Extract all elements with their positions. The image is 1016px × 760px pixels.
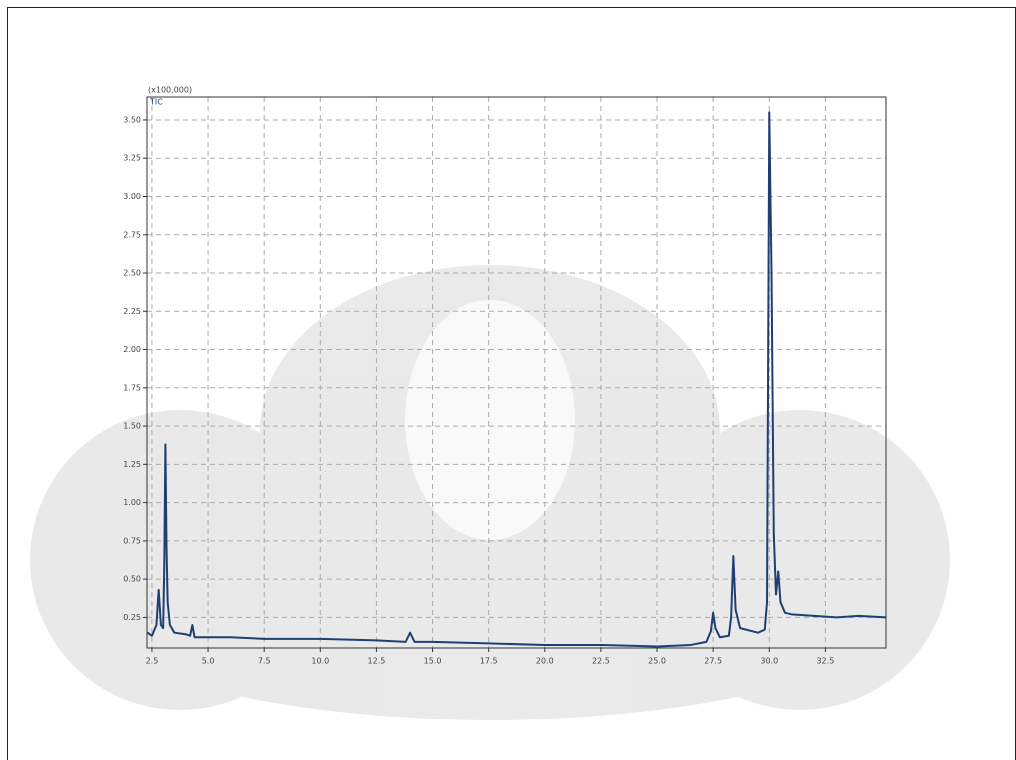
x-tick-label: 10.0 xyxy=(311,657,329,666)
watermark-cutout xyxy=(405,300,575,540)
y-tick-label: 0.75 xyxy=(123,536,141,545)
y-tick-label: 2.50 xyxy=(123,269,141,278)
x-tick-label: 17.5 xyxy=(480,657,498,666)
page: {"chart_data": { "type": "line", "y_labe… xyxy=(0,0,1016,760)
y-tick-label: 0.50 xyxy=(123,575,141,584)
x-tick-label: 15.0 xyxy=(424,657,442,666)
y-tick-label: 2.75 xyxy=(123,230,141,239)
x-tick-label: 25.0 xyxy=(648,657,666,666)
y-tick-label: 2.00 xyxy=(123,345,141,354)
y-axis-unit: (x100,000) xyxy=(148,86,192,95)
y-tick-label: 1.25 xyxy=(123,460,141,469)
y-tick-label: 2.25 xyxy=(123,307,141,316)
y-tick-label: 3.25 xyxy=(123,154,141,163)
x-tick-label: 2.5 xyxy=(146,657,159,666)
y-tick-label: 3.50 xyxy=(123,115,141,124)
chart: (x100,000) 0.25 0.50 0.75 1.00 1.25 1.50 1.75 2… xyxy=(0,0,1016,760)
x-tick-label: 12.5 xyxy=(368,657,386,666)
x-tick-label: 30.0 xyxy=(760,657,778,666)
x-tick-label: 20.0 xyxy=(536,657,554,666)
y-tick-label: 0.25 xyxy=(123,613,141,622)
x-tick-label: 27.5 xyxy=(704,657,722,666)
y-tick-label: 1.50 xyxy=(123,422,141,431)
legend-label: TIC xyxy=(149,98,163,107)
y-tick-label: 1.00 xyxy=(123,498,141,507)
x-tick-label: 5.0 xyxy=(202,657,215,666)
x-tick-label: 32.5 xyxy=(816,657,834,666)
x-tick-label: 7.5 xyxy=(258,657,271,666)
x-tick-label: 22.5 xyxy=(592,657,610,666)
y-tick-label: 1.75 xyxy=(123,383,141,392)
y-tick-label: 3.00 xyxy=(123,192,141,201)
